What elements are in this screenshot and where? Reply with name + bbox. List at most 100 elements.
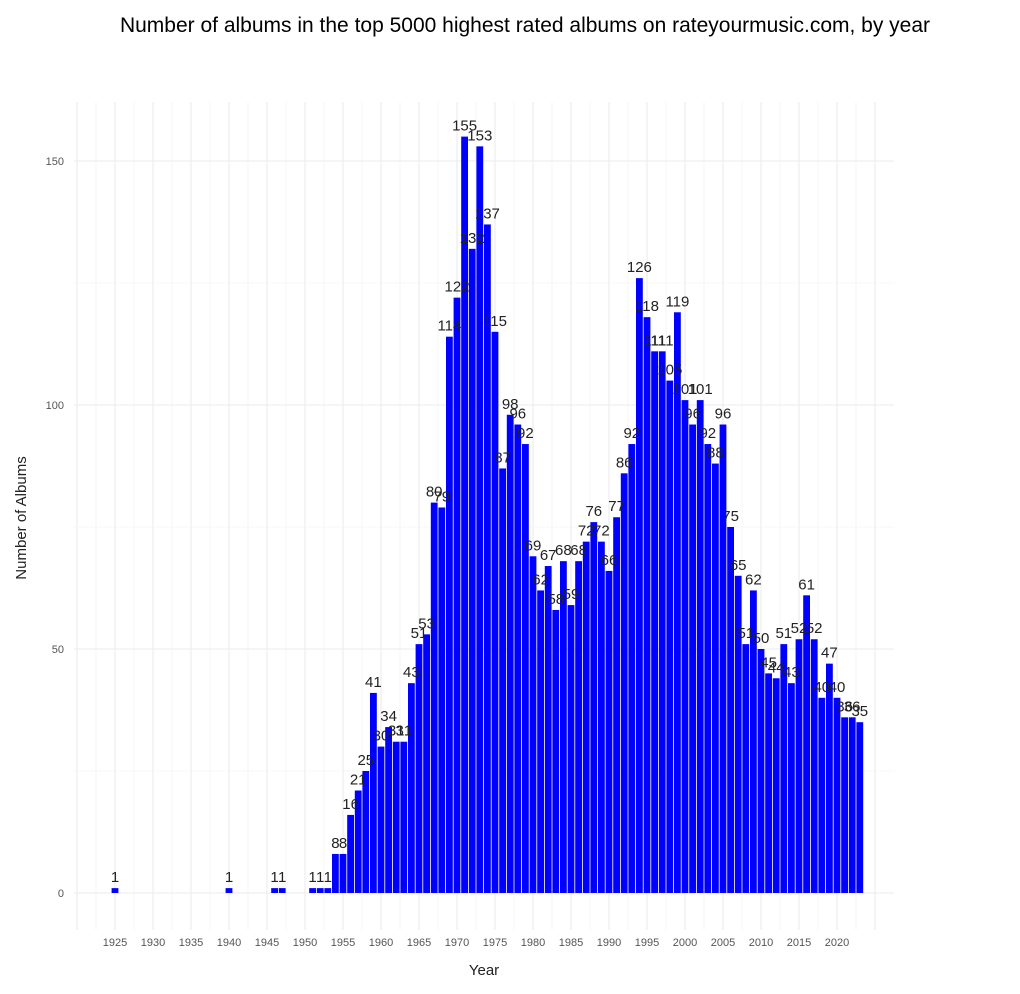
bar-1978 — [514, 424, 522, 893]
x-tick-label: 2010 — [749, 937, 773, 949]
bar-1953 — [324, 888, 332, 893]
data-label-1955: 8 — [339, 835, 347, 852]
data-label-1965: 51 — [411, 625, 428, 642]
bar-1946 — [271, 888, 278, 893]
bar-1993 — [628, 444, 636, 893]
data-label-1985: 59 — [563, 586, 580, 603]
bar-1997 — [658, 351, 666, 893]
data-label-1957: 21 — [350, 772, 367, 789]
data-label-1969: 114 — [437, 318, 461, 335]
bar-2019 — [826, 663, 833, 893]
bar-1977 — [506, 414, 514, 893]
bar-1980 — [529, 556, 537, 893]
data-label-1958: 25 — [357, 752, 374, 769]
x-tick-label: 1965 — [407, 937, 431, 949]
bar-2018 — [818, 697, 826, 893]
x-tick-label: 1960 — [369, 937, 393, 949]
data-label-2011: 45 — [760, 654, 777, 671]
x-tick-label: 2015 — [787, 937, 811, 949]
data-label-2008: 51 — [737, 625, 754, 642]
data-label-1978: 96 — [509, 406, 526, 423]
bar-2014 — [788, 683, 795, 893]
y-axis-ticks: 0 50 100 150 — [46, 156, 64, 900]
bar-1951 — [309, 888, 316, 893]
data-label-2021: 36 — [836, 698, 853, 715]
data-label-1977: 98 — [502, 396, 519, 413]
data-label-1997: 111 — [651, 332, 674, 349]
bar-1984 — [560, 561, 567, 893]
data-label-2019: 47 — [821, 645, 838, 662]
data-label-1990: 66 — [601, 552, 618, 569]
bar-1952 — [316, 888, 324, 893]
data-label-1973: 153 — [467, 127, 492, 144]
bar-1998 — [666, 380, 674, 894]
bar-2016 — [803, 595, 810, 893]
data-label-1989: 72 — [593, 523, 610, 540]
x-tick-label: 1930 — [141, 937, 165, 949]
bar-1964 — [408, 683, 415, 893]
bar-1975 — [491, 331, 499, 893]
x-tick-label: 1935 — [179, 937, 203, 949]
data-label-1995: 118 — [635, 298, 659, 315]
bar-2001 — [689, 424, 696, 893]
data-label-1956: 16 — [342, 796, 359, 813]
data-label-1991: 77 — [608, 498, 625, 515]
bar-1983 — [552, 609, 560, 893]
x-axis-ticks: 1925 1930 1935 1940 1945 1950 1955 1960 1965 1970… — [103, 937, 849, 949]
bar-1961 — [385, 727, 392, 893]
bar-1985 — [567, 605, 575, 893]
bar-1987 — [582, 541, 590, 893]
x-tick-label: 1955 — [331, 937, 355, 949]
data-label-1992: 86 — [616, 454, 633, 471]
bar-2009 — [750, 590, 757, 893]
x-tick-label: 1945 — [255, 937, 279, 949]
bar-1955 — [339, 853, 347, 893]
x-tick-label: 1970 — [445, 937, 469, 949]
bar-1958 — [362, 771, 370, 893]
bar-2013 — [780, 644, 788, 893]
bar-1979 — [522, 444, 529, 893]
bar-1947 — [278, 888, 286, 893]
x-tick-label: 1940 — [217, 937, 241, 949]
x-tick-label: 1925 — [103, 937, 127, 949]
bar-1963 — [400, 741, 408, 893]
data-label-1959: 41 — [365, 674, 382, 691]
data-label-2017: 52 — [806, 620, 823, 637]
data-label-1925: 1 — [111, 869, 119, 886]
data-label-1983: 58 — [547, 591, 564, 608]
y-tick-label: 0 — [58, 888, 64, 900]
x-tick-label: 1980 — [521, 937, 545, 949]
bar-1990 — [605, 570, 613, 893]
data-label-2007: 65 — [730, 557, 747, 574]
data-label-1981: 62 — [532, 571, 549, 588]
bars — [111, 136, 864, 894]
data-label-1996: 111 — [643, 332, 666, 349]
bar-1994 — [636, 278, 643, 893]
data-label-2012: 44 — [768, 659, 785, 676]
bar-1991 — [613, 517, 620, 893]
bar-2002 — [696, 400, 704, 893]
bar-1996 — [651, 351, 658, 893]
data-label-1961: 34 — [380, 708, 397, 725]
bar-1970 — [453, 297, 461, 893]
bar-1956 — [347, 814, 354, 893]
data-label-1999: 119 — [665, 293, 689, 310]
bar-1982 — [544, 566, 552, 893]
data-label-1952: 1 — [316, 869, 324, 886]
data-label-1962: 31 — [388, 723, 405, 740]
bar-1995 — [643, 317, 651, 893]
data-label-2020: 40 — [829, 679, 846, 696]
bar-2022 — [848, 717, 856, 893]
bar-1972 — [468, 248, 476, 894]
data-label-1988: 76 — [585, 503, 602, 520]
data-label-1987: 72 — [578, 523, 595, 540]
bar-2011 — [765, 673, 772, 893]
x-tick-label: 2020 — [825, 937, 849, 949]
bar-2010 — [757, 649, 765, 893]
data-label-1964: 43 — [403, 664, 420, 681]
data-label-1954: 8 — [331, 835, 339, 852]
x-tick-label: 1950 — [293, 937, 317, 949]
data-label-2014: 43 — [783, 664, 800, 681]
bar-1940 — [225, 888, 233, 893]
